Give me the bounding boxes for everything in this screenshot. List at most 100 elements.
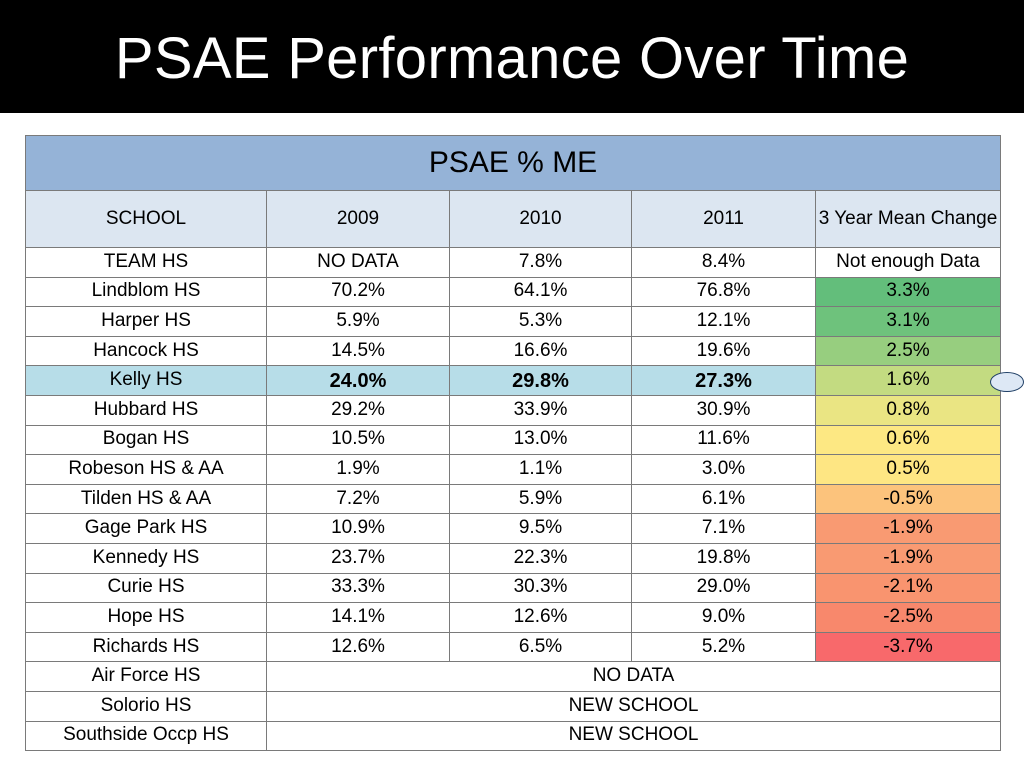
table-row: TEAM HS NO DATA 7.8% 8.4% Not enough Data: [25, 247, 1002, 278]
value-cell-2011: 19.6%: [631, 335, 816, 367]
value-cell-2009: 29.2%: [266, 394, 450, 426]
school-cell: Hope HS: [25, 602, 267, 633]
value-cell-2010: 33.9%: [449, 394, 632, 426]
school-cell: Southside Occp HS: [25, 720, 267, 752]
value-cell-2011: 8.4%: [631, 247, 816, 278]
table-column-header-row: SCHOOL 2009 2010 2011 3 Year Mean Change: [25, 190, 1002, 248]
mean-change-cell: 0.5%: [814, 454, 1002, 485]
value-cell-2009: 24.0%: [266, 365, 450, 396]
table-row: Hubbard HS 29.2% 33.9% 30.9% 0.8%: [25, 394, 1002, 426]
school-cell: Bogan HS: [25, 424, 267, 456]
slide-title: PSAE Performance Over Time: [114, 26, 910, 91]
value-cell-2010: 7.8%: [449, 247, 632, 278]
table-row: Hancock HS 14.5% 16.6% 19.6% 2.5%: [25, 335, 1002, 367]
row-marker-oval: [990, 372, 1024, 392]
value-cell-2010: 5.3%: [449, 306, 632, 337]
mean-change-cell: -0.5%: [814, 483, 1002, 515]
school-cell: Robeson HS & AA: [25, 454, 267, 485]
school-cell: Solorio HS: [25, 690, 267, 722]
mean-change-cell: -3.7%: [814, 631, 1002, 663]
merged-note-cell: NO DATA: [265, 661, 1002, 692]
col-header-2009: 2009: [266, 190, 450, 248]
value-cell-2010: 12.6%: [449, 602, 632, 633]
title-bar: PSAE Performance Over Time: [0, 0, 1024, 113]
table-row: Southside Occp HS NEW SCHOOL: [25, 720, 1002, 752]
value-cell-2009: 12.6%: [266, 631, 450, 663]
mean-change-cell: 0.6%: [814, 424, 1002, 456]
psae-table: PSAE % ME SCHOOL 2009 2010 2011 3 Year M…: [24, 135, 1002, 752]
value-cell-2009: 14.5%: [266, 335, 450, 367]
table-row: Harper HS 5.9% 5.3% 12.1% 3.1%: [25, 306, 1002, 337]
table-row: Lindblom HS 70.2% 64.1% 76.8% 3.3%: [25, 276, 1002, 308]
value-cell-2010: 5.9%: [449, 483, 632, 515]
mean-change-cell: 0.8%: [814, 394, 1002, 426]
value-cell-2009: 14.1%: [266, 602, 450, 633]
school-cell: Harper HS: [25, 306, 267, 337]
col-header-school: SCHOOL: [25, 190, 267, 248]
school-cell: Lindblom HS: [25, 276, 267, 308]
table-main-header-row: PSAE % ME: [24, 135, 1002, 191]
value-cell-2010: 13.0%: [449, 424, 632, 456]
value-cell-2009: 33.3%: [266, 572, 450, 604]
value-cell-2011: 3.0%: [631, 454, 816, 485]
school-cell: Kennedy HS: [25, 542, 267, 574]
value-cell-2009: 7.2%: [266, 483, 450, 515]
col-header-2011: 2011: [631, 190, 816, 248]
school-cell: TEAM HS: [25, 247, 267, 278]
table-row: Richards HS 12.6% 6.5% 5.2% -3.7%: [25, 631, 1002, 663]
mean-change-cell: -1.9%: [814, 542, 1002, 574]
mean-change-cell: 3.1%: [814, 306, 1002, 337]
table-row: Kennedy HS 23.7% 22.3% 19.8% -1.9%: [25, 542, 1002, 574]
table-main-header: PSAE % ME: [24, 135, 1002, 191]
value-cell-2010: 6.5%: [449, 631, 632, 663]
value-cell-2011: 29.0%: [631, 572, 816, 604]
table-row: Air Force HS NO DATA: [25, 661, 1002, 692]
value-cell-2011: 6.1%: [631, 483, 816, 515]
value-cell-2011: 9.0%: [631, 602, 816, 633]
value-cell-2011: 7.1%: [631, 513, 816, 544]
value-cell-2010: 64.1%: [449, 276, 632, 308]
table-row: Bogan HS 10.5% 13.0% 11.6% 0.6%: [25, 424, 1002, 456]
value-cell-2010: 22.3%: [449, 542, 632, 574]
value-cell-2009: 1.9%: [266, 454, 450, 485]
mean-change-cell: -2.1%: [814, 572, 1002, 604]
value-cell-2011: 27.3%: [631, 365, 816, 396]
value-cell-2010: 9.5%: [449, 513, 632, 544]
value-cell-2011: 5.2%: [631, 631, 816, 663]
value-cell-2009: 10.5%: [266, 424, 450, 456]
value-cell-2011: 19.8%: [631, 542, 816, 574]
value-cell-2011: 11.6%: [631, 424, 816, 456]
value-cell-2009: 10.9%: [266, 513, 450, 544]
value-cell-2010: 30.3%: [449, 572, 632, 604]
value-cell-2010: 29.8%: [449, 365, 632, 396]
mean-change-cell: 2.5%: [814, 335, 1002, 367]
school-cell: Richards HS: [25, 631, 267, 663]
col-header-mean-change: 3 Year Mean Change: [814, 190, 1002, 248]
school-cell: Hubbard HS: [25, 394, 267, 426]
table-row: Kelly HS 24.0% 29.8% 27.3% 1.6%: [25, 365, 1002, 396]
value-cell-2011: 76.8%: [631, 276, 816, 308]
mean-change-cell: 1.6%: [814, 365, 1002, 396]
value-cell-2009: 5.9%: [266, 306, 450, 337]
table-row: Solorio HS NEW SCHOOL: [25, 690, 1002, 722]
table-row: Robeson HS & AA 1.9% 1.1% 3.0% 0.5%: [25, 454, 1002, 485]
mean-change-cell: -2.5%: [814, 602, 1002, 633]
merged-note-cell: NEW SCHOOL: [265, 720, 1002, 752]
mean-change-cell: -1.9%: [814, 513, 1002, 544]
value-cell-2011: 30.9%: [631, 394, 816, 426]
school-cell: Curie HS: [25, 572, 267, 604]
col-header-2010: 2010: [449, 190, 632, 248]
value-cell-2009: 70.2%: [266, 276, 450, 308]
mean-change-cell: Not enough Data: [814, 247, 1002, 278]
mean-change-cell: 3.3%: [814, 276, 1002, 308]
value-cell-2010: 16.6%: [449, 335, 632, 367]
school-cell: Kelly HS: [25, 365, 267, 396]
value-cell-2010: 1.1%: [449, 454, 632, 485]
table-row: Tilden HS & AA 7.2% 5.9% 6.1% -0.5%: [25, 483, 1002, 515]
table-row: Gage Park HS 10.9% 9.5% 7.1% -1.9%: [25, 513, 1002, 544]
school-cell: Gage Park HS: [25, 513, 267, 544]
table-row: Curie HS 33.3% 30.3% 29.0% -2.1%: [25, 572, 1002, 604]
value-cell-2009: NO DATA: [266, 247, 450, 278]
school-cell: Tilden HS & AA: [25, 483, 267, 515]
value-cell-2009: 23.7%: [266, 542, 450, 574]
